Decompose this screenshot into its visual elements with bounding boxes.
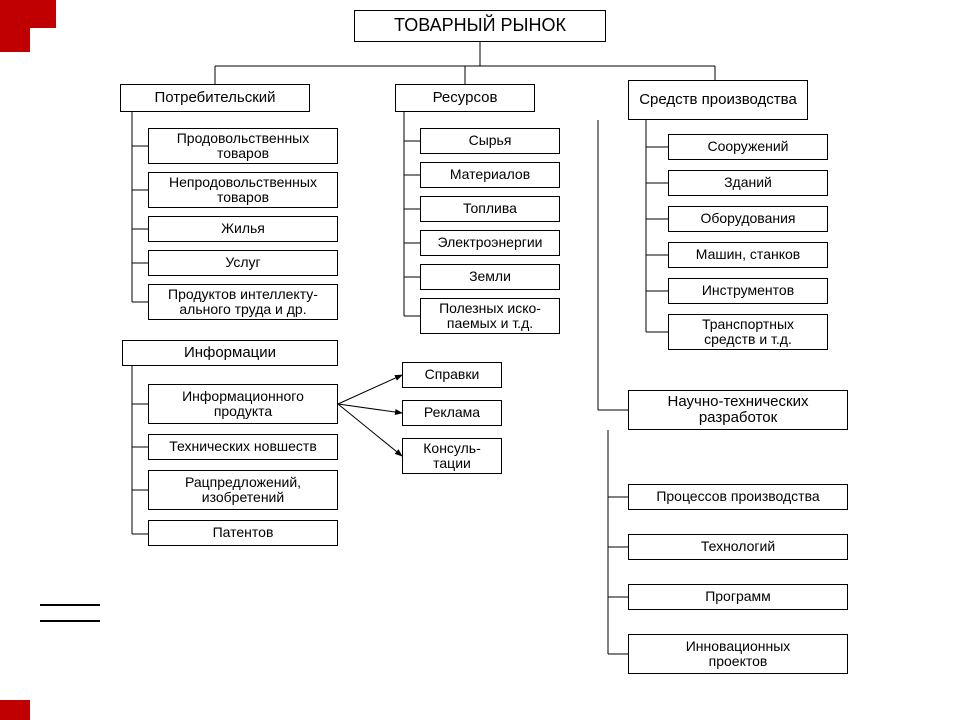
node-c2f: Полезных иско- паемых и т.д. [420,298,560,334]
node-c3c: Оборудования [668,206,828,232]
node-label: Зданий [724,175,772,190]
node-label: Консуль- тации [423,441,481,472]
node-label: Непродовольственных товаров [153,175,333,206]
node-label: Инновационных проектов [686,639,791,670]
node-label: Транспортных средств и т.д. [702,317,794,348]
node-label: Машин, станков [696,247,800,262]
node-label: Жилья [221,221,265,236]
node-label: Продовольственных товаров [153,131,333,162]
node-c2c: Топлива [420,196,560,222]
node-s1: Справки [402,362,502,388]
node-c2a: Сырья [420,128,560,154]
node-c3f: Транспортных средств и т.д. [668,314,828,350]
node-label: Потребительский [154,90,275,107]
accent-bar [0,700,30,720]
node-label: Продуктов интеллекту- ального труда и др… [168,287,318,318]
node-label: Реклама [424,405,480,420]
node-label: Информации [184,345,276,362]
node-b3: Средств производства [628,80,808,120]
node-label: Технических новшеств [169,439,317,454]
node-label: Полезных иско- паемых и т.д. [439,301,541,332]
node-label: Патентов [213,525,274,540]
node-label: Информационного продукта [182,389,304,420]
node-label: Земли [469,269,511,284]
node-root: ТОВАРНЫЙ РЫНОК [354,10,606,42]
accent-bar [0,0,30,52]
node-b2: Ресурсов [395,84,535,112]
node-label: Оборудования [700,211,795,226]
node-c2b: Материалов [420,162,560,188]
node-label: Инструментов [702,283,794,298]
node-label: ТОВАРНЫЙ РЫНОК [394,16,566,36]
node-label: Рацпредложений, изобретений [185,475,301,506]
node-i3: Рацпредложений, изобретений [148,470,338,510]
node-c3b: Зданий [668,170,828,196]
node-n2: Технологий [628,534,848,560]
node-n4: Инновационных проектов [628,634,848,674]
diagram-stage: ТОВАРНЫЙ РЫНОК Потребительский Ресурсов Сре… [0,0,960,720]
node-c3e: Инструментов [668,278,828,304]
node-i1: Информационного продукта [148,384,338,424]
node-c1e: Продуктов интеллекту- ального труда и др… [148,284,338,320]
node-c3a: Сооружений [668,134,828,160]
node-c2d: Электроэнергии [420,230,560,256]
decor-line [40,604,100,606]
node-c2e: Земли [420,264,560,290]
node-label: Сооружений [708,139,789,154]
node-c1d: Услуг [148,250,338,276]
decor-line [40,620,100,622]
node-n1: Процессов производства [628,484,848,510]
node-label: Средств производства [639,92,797,109]
node-c1b: Непродовольственных товаров [148,172,338,208]
node-label: Услуг [225,255,260,270]
node-c1a: Продовольственных товаров [148,128,338,164]
node-s2: Реклама [402,400,502,426]
node-b1: Потребительский [120,84,310,112]
node-label: Электроэнергии [437,235,542,250]
node-label: Ресурсов [433,90,498,107]
node-i2: Технических новшеств [148,434,338,460]
node-info: Информации [122,340,338,366]
node-c3d: Машин, станков [668,242,828,268]
node-label: Справки [425,367,480,382]
accent-bar [30,0,56,28]
node-label: Программ [705,589,771,604]
node-label: Процессов производства [656,489,819,504]
node-label: Научно-технических разработок [668,394,809,427]
node-label: Топлива [463,201,517,216]
node-n3: Программ [628,584,848,610]
node-i4: Патентов [148,520,338,546]
node-s3: Консуль- тации [402,438,502,474]
node-label: Технологий [701,539,775,554]
node-label: Материалов [450,167,530,182]
node-c1c: Жилья [148,216,338,242]
node-label: Сырья [469,133,512,148]
node-ntr: Научно-технических разработок [628,390,848,430]
